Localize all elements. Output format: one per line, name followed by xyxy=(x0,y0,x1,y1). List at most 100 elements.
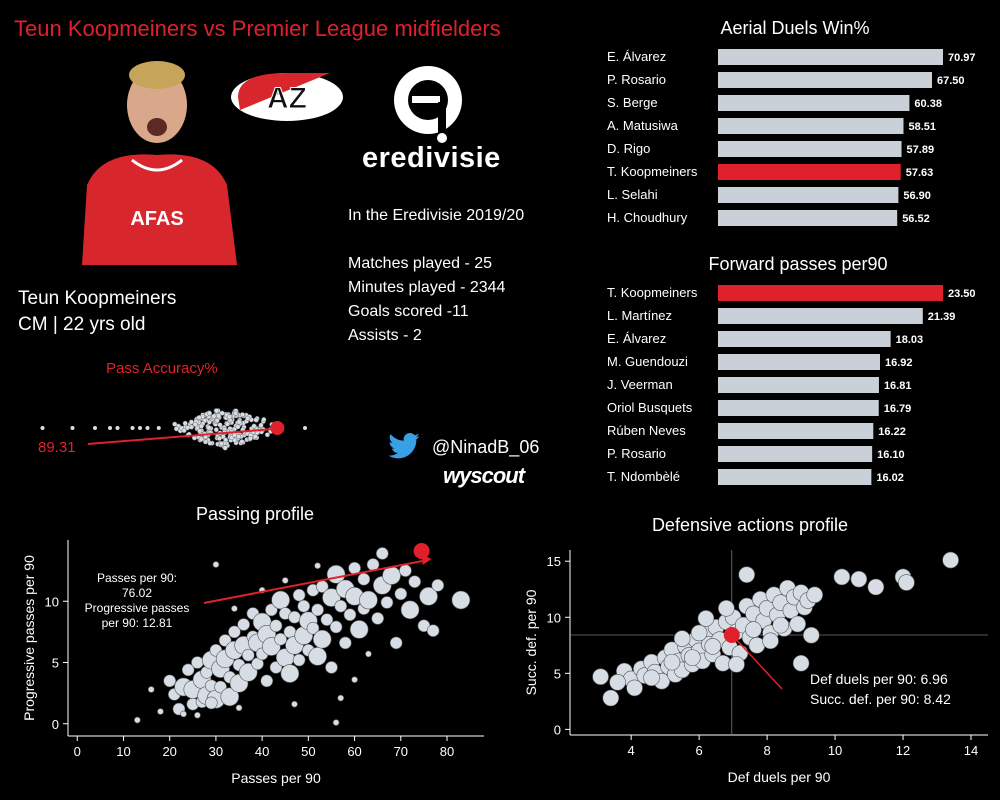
club-logo: AZ xyxy=(231,73,343,121)
scatter-point xyxy=(602,689,620,707)
bar xyxy=(718,423,874,439)
passing-profile-chart: 0 10 20 30 40 50 60 70 80 0 5 10 Passes per 90 Progre… xyxy=(21,540,484,786)
scatter-point xyxy=(334,599,348,613)
pass-accuracy-swarm: 89.31 xyxy=(38,408,307,456)
y-tick-label: 15 xyxy=(547,554,561,569)
bar-value: 70.97 xyxy=(948,52,976,64)
scatter-point xyxy=(292,588,306,602)
scatter-point xyxy=(690,624,708,642)
swarm-point xyxy=(182,420,188,426)
highlight-arrow xyxy=(735,638,783,690)
bar-label: Rúben Neves xyxy=(607,423,686,438)
scatter-point xyxy=(269,619,283,633)
season-heading: In the Eredivisie 2019/20 xyxy=(348,207,525,224)
scatter-point xyxy=(228,625,241,639)
bar-label: J. Veerman xyxy=(607,377,673,392)
data-source-logo: wyscout xyxy=(443,463,525,488)
player-role: CM | 22 yrs old xyxy=(18,313,146,335)
swarm-point xyxy=(222,445,228,451)
swarm-point xyxy=(185,425,191,431)
scatter-point xyxy=(311,603,324,617)
scatter-point xyxy=(291,700,298,708)
bar-value: 57.89 xyxy=(907,144,935,156)
bar-label: H. Choudhury xyxy=(607,210,688,225)
scatter-point xyxy=(426,624,440,637)
page-title: Teun Koopmeiners vs Premier League midfi… xyxy=(14,16,501,41)
y-tick-label: 0 xyxy=(554,722,561,737)
aerial-chart-title: Aerial Duels Win% xyxy=(720,18,870,38)
bar-value: 16.10 xyxy=(877,449,905,461)
swarm-point xyxy=(211,413,217,419)
swarm-point xyxy=(219,410,225,416)
scatter-point xyxy=(850,570,868,588)
scatter-point xyxy=(260,674,274,688)
highlight-point xyxy=(723,626,740,643)
arrow-head xyxy=(421,554,432,565)
x-tick-label: 80 xyxy=(440,744,454,759)
scatter-point xyxy=(394,587,408,601)
scatter-point xyxy=(231,605,238,612)
highlight-label: 89.31 xyxy=(38,439,76,456)
bar xyxy=(718,210,898,226)
bar-label: L. Martínez xyxy=(607,308,672,323)
x-tick-label: 70 xyxy=(394,744,408,759)
bar-value: 57.63 xyxy=(906,167,934,179)
forward-chart-title: Forward passes per90 xyxy=(708,254,888,274)
stat-line: Goals scored -11 xyxy=(348,303,469,320)
pass-accuracy-title: Pass Accuracy% xyxy=(106,360,218,377)
scatter-point xyxy=(792,654,810,672)
x-tick-label: 40 xyxy=(255,744,269,759)
highlight-arrow xyxy=(203,559,428,604)
scatter-point xyxy=(351,676,358,683)
season-stats: Matches played - 25 Minutes played - 234… xyxy=(348,252,505,348)
swarm-point xyxy=(198,436,204,442)
swarm-point xyxy=(245,415,251,421)
bar-label: D. Rigo xyxy=(607,141,650,156)
bar xyxy=(718,446,873,462)
swarm-point xyxy=(252,434,258,440)
scatter-point xyxy=(237,618,250,631)
bar-value: 16.22 xyxy=(878,426,906,438)
swarm-point xyxy=(216,435,222,441)
scatter-point xyxy=(673,630,691,647)
bar xyxy=(718,308,923,324)
bar-label: E. Álvarez xyxy=(607,331,666,346)
y-tick-label: 5 xyxy=(554,666,561,681)
scatter-point xyxy=(942,551,959,569)
scatter-point xyxy=(697,610,715,627)
swarm-point xyxy=(130,426,135,430)
stat-line: Matches played - 25 xyxy=(348,255,493,272)
scatter-point xyxy=(626,679,643,697)
scatter-point xyxy=(180,710,187,718)
x-tick-label: 12 xyxy=(896,743,910,758)
club-logo-text: AZ xyxy=(267,82,307,115)
scatter-point xyxy=(898,574,915,591)
x-tick-label: 4 xyxy=(628,743,635,758)
x-tick-label: 20 xyxy=(162,744,176,759)
bar-value: 23.50 xyxy=(948,288,976,300)
highlight-annotation: Progressive passes xyxy=(85,601,190,615)
y-tick-label: 0 xyxy=(52,717,59,732)
scatter-point xyxy=(191,656,204,669)
scatter-point xyxy=(314,562,321,570)
scatter-point xyxy=(204,696,218,710)
scatter-point xyxy=(312,629,332,649)
scatter-point xyxy=(399,564,412,577)
bar-value: 16.81 xyxy=(884,380,912,392)
scatter-point xyxy=(235,704,243,712)
scatter-point xyxy=(789,615,806,633)
scatter-point xyxy=(643,669,660,687)
scatter-point xyxy=(220,687,240,707)
swarm-point xyxy=(239,439,245,445)
scatter-point xyxy=(241,648,255,662)
scatter-point xyxy=(663,653,681,671)
scatter-point xyxy=(802,626,820,644)
swarm-point xyxy=(93,426,97,430)
bar xyxy=(718,285,943,301)
bar xyxy=(718,49,943,65)
highlight-arrow xyxy=(87,428,274,445)
x-axis-label: Passes per 90 xyxy=(231,770,321,786)
bar-label: S. Berge xyxy=(607,95,658,110)
swarm-point xyxy=(258,422,264,428)
scatter-point xyxy=(380,596,394,609)
